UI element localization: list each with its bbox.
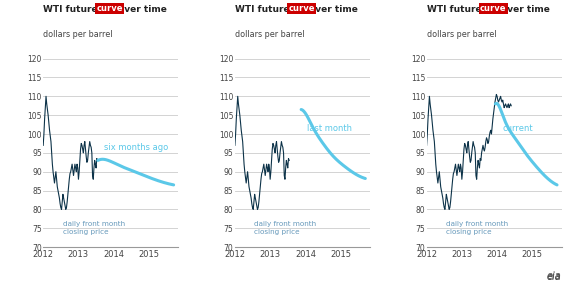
- Text: curve: curve: [97, 4, 123, 13]
- Text: WTI futures: WTI futures: [235, 5, 298, 14]
- Text: six months ago: six months ago: [104, 143, 168, 152]
- Text: dollars per barrel: dollars per barrel: [235, 30, 304, 39]
- Text: eia: eia: [547, 272, 562, 282]
- Text: curve: curve: [480, 4, 506, 13]
- Text: dollars per barrel: dollars per barrel: [427, 30, 496, 39]
- Text: daily front month
closing price: daily front month closing price: [254, 221, 316, 235]
- Text: WTI futures: WTI futures: [43, 5, 107, 14]
- Text: eia: eia: [547, 271, 562, 281]
- Text: WTI futures: WTI futures: [427, 5, 490, 14]
- Text: over time: over time: [306, 5, 358, 14]
- Text: daily front month
closing price: daily front month closing price: [63, 221, 125, 235]
- Text: over time: over time: [115, 5, 166, 14]
- Text: current: current: [502, 124, 533, 133]
- Text: dollars per barrel: dollars per barrel: [43, 30, 113, 39]
- Text: last month: last month: [307, 124, 352, 133]
- Text: over time: over time: [498, 5, 550, 14]
- Text: daily front month
closing price: daily front month closing price: [446, 221, 508, 235]
- Text: curve: curve: [288, 4, 314, 13]
